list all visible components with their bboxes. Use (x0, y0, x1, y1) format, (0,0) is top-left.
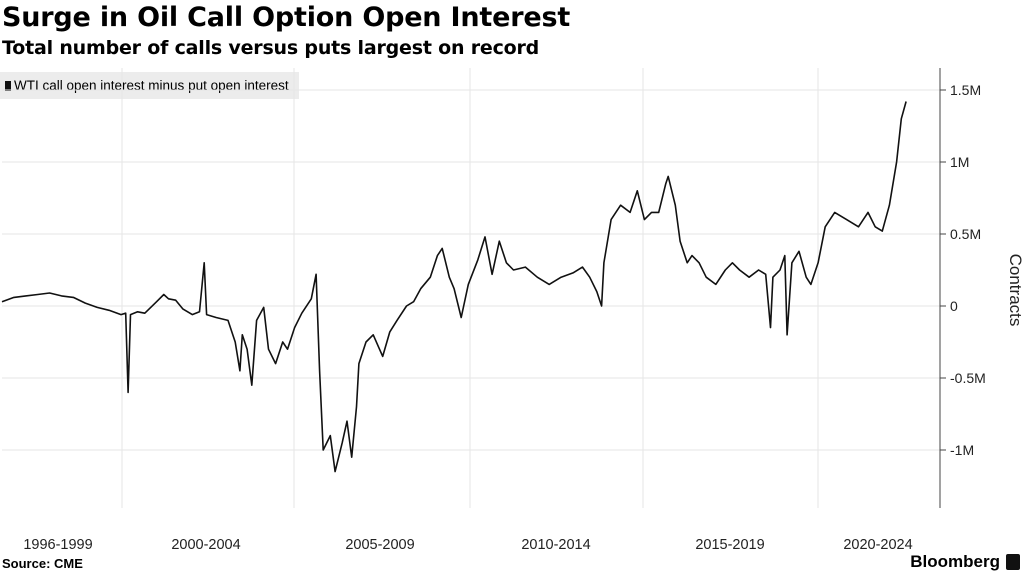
series-line (1, 101, 907, 473)
brand: Bloomberg (910, 552, 1020, 572)
legend: WTI call open interest minus put open in… (0, 72, 299, 99)
y-tick-label: -1M (950, 442, 974, 458)
grid (2, 68, 940, 508)
y-tick-label: 1.5M (950, 82, 981, 98)
x-axis: 1996-1999 2000-2004 2005-2009 2010-2014 2015… (23, 537, 912, 553)
x-tick-label: 2015-2019 (695, 537, 764, 553)
x-tick-label: 2020-2024 (843, 537, 912, 553)
chart-subtitle: Total number of calls versus puts larges… (2, 37, 540, 59)
x-tick-label: 2000-2004 (171, 537, 240, 553)
y-axis-label: Contracts (1006, 254, 1024, 327)
y-tick-label: 0.5M (950, 226, 981, 242)
chart-title: Surge in Oil Call Option Open Interest (2, 2, 571, 33)
x-tick-label: 1996-1999 (23, 537, 92, 553)
x-tick-label: 2010-2014 (521, 537, 590, 553)
bloomberg-logo-icon (1006, 554, 1020, 570)
x-tick-label: 2005-2009 (345, 537, 414, 553)
y-tick-label: 1M (950, 154, 969, 170)
series-layer (1, 101, 907, 473)
brand-name: Bloomberg (910, 552, 1000, 571)
y-axis: 1.5M 1M 0.5M 0 -0.5M -1M (939, 68, 986, 508)
y-tick-label: 0 (950, 298, 958, 314)
source-note: Source: CME (2, 556, 83, 571)
legend-swatch (5, 80, 11, 91)
y-tick-label: -0.5M (950, 370, 986, 386)
legend-label: WTI call open interest minus put open in… (14, 78, 289, 93)
